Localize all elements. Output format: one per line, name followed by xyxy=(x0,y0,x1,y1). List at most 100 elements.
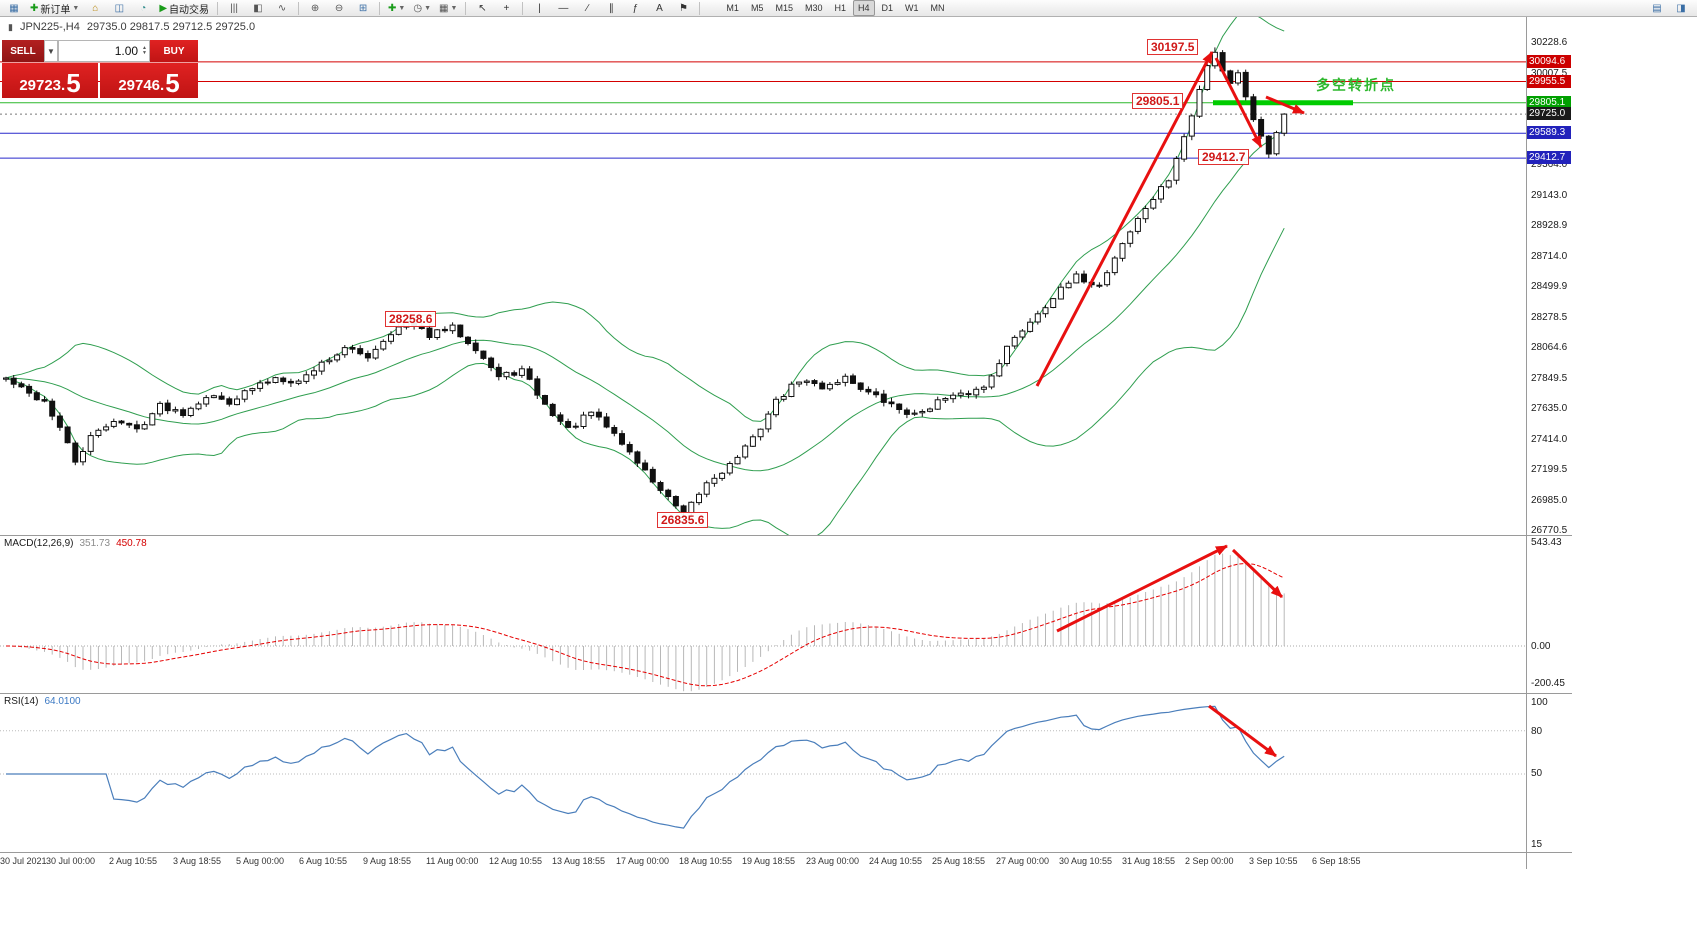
timeframe-m5[interactable]: M5 xyxy=(750,3,764,13)
main-chart[interactable] xyxy=(0,17,1526,535)
trend-arrow[interactable] xyxy=(1231,548,1284,599)
price-tick: 28278.5 xyxy=(1531,312,1568,323)
toolbar-separator xyxy=(465,1,467,15)
sell-button[interactable]: SELL xyxy=(2,40,44,62)
channel-icon[interactable]: ∥ xyxy=(600,0,622,17)
chart-list-icon[interactable]: ▤ xyxy=(1652,2,1662,14)
panel-separator[interactable] xyxy=(0,693,1572,694)
arrows-icon: ⚑ xyxy=(678,2,688,14)
layouts-icon[interactable]: ◫ xyxy=(108,0,130,17)
macd-panel[interactable] xyxy=(0,536,1526,693)
timeframe-h1[interactable]: H1 xyxy=(834,3,846,13)
market-watch-icon[interactable]: ⌂ xyxy=(84,0,106,17)
periods-button[interactable]: ◷ ▼ xyxy=(413,2,432,14)
turning-point-note: 多空转折点 xyxy=(1316,77,1396,93)
history-center-icon: ◔ xyxy=(140,2,147,14)
history-center-icon[interactable]: ◔ xyxy=(132,0,154,17)
timeframe-m30[interactable]: M30 xyxy=(804,3,823,13)
rsi-panel[interactable] xyxy=(0,694,1526,852)
volume-input[interactable]: 1.00 ▲ ▼ xyxy=(58,40,150,62)
channel-icon: ∥ xyxy=(608,2,614,14)
crosshair-icon: + xyxy=(503,2,510,14)
chart-window-icon[interactable]: ▦ xyxy=(3,0,25,17)
price-badge: 29725.0 xyxy=(1527,107,1571,120)
toolbar-separator xyxy=(699,1,701,15)
bar-chart-icon[interactable]: ||| xyxy=(223,0,245,17)
indicators-button[interactable]: ✚ ▼ xyxy=(388,2,406,14)
time-label: 6 Aug 10:55 xyxy=(299,856,348,866)
trend-arrow[interactable] xyxy=(1214,57,1263,148)
volume-spinner[interactable]: ▲ ▼ xyxy=(142,45,147,56)
price-annotation: 28258.6 xyxy=(385,311,437,327)
price-annotation: 26835.6 xyxy=(657,512,709,528)
price-annotation: 29805.1 xyxy=(1132,93,1184,109)
time-label: 13 Aug 18:55 xyxy=(552,856,606,866)
trendline-icon[interactable]: ∕ xyxy=(576,0,598,17)
bollinger-upper-band xyxy=(5,17,1285,422)
zoom-in-icon[interactable]: ⊕ xyxy=(304,0,326,17)
candlestick-chart-icon[interactable]: ◧ xyxy=(247,0,269,17)
new-order-button[interactable]: ✚ 新订单 ▼ xyxy=(30,2,80,16)
templates-button[interactable]: ▦ ▼ xyxy=(439,2,458,14)
sell-price[interactable]: 29723. 5 xyxy=(2,63,98,98)
templates-button: ▦ xyxy=(439,2,449,14)
price-tick: 30007.5 xyxy=(1531,68,1568,79)
trend-arrow[interactable] xyxy=(1208,704,1277,758)
trend-arrow[interactable] xyxy=(1035,51,1214,387)
time-label: 6 Sep 18:55 xyxy=(1312,856,1361,866)
buy-price[interactable]: 29746. 5 xyxy=(100,63,198,98)
timeframe-w1[interactable]: W1 xyxy=(905,3,919,13)
indicator-scale-tick: 80 xyxy=(1531,726,1543,737)
vertical-line-icon[interactable]: | xyxy=(528,0,550,17)
time-label: 17 Aug 00:00 xyxy=(616,856,670,866)
layouts-icon: ◫ xyxy=(114,2,125,14)
indicator-scale-tick: 543.43 xyxy=(1531,537,1562,548)
timeframe-d1[interactable]: D1 xyxy=(881,3,894,13)
timeframe-m15[interactable]: M15 xyxy=(775,3,793,13)
fibonacci-icon[interactable]: ƒ xyxy=(624,0,646,17)
text-icon[interactable]: A xyxy=(648,0,670,17)
cursor-icon: ↖ xyxy=(478,2,487,14)
cursor-icon[interactable]: ↖ xyxy=(471,0,493,17)
bar-chart-icon: ||| xyxy=(230,2,238,14)
zoom-out-icon: ⊖ xyxy=(334,2,344,14)
tile-windows-icon: ⊞ xyxy=(358,2,368,14)
fibonacci-icon: ƒ xyxy=(632,2,639,14)
trend-arrow[interactable] xyxy=(1265,95,1305,115)
time-label: 18 Aug 10:55 xyxy=(679,856,733,866)
line-chart-icon[interactable]: ∿ xyxy=(271,0,293,17)
arrows-icon[interactable]: ⚑ xyxy=(672,0,694,17)
timeframe-mn[interactable]: MN xyxy=(930,3,945,13)
price-tick: 28928.9 xyxy=(1531,220,1568,231)
periods-button: ◷ xyxy=(413,2,423,14)
tile-windows-icon[interactable]: ⊞ xyxy=(352,0,374,17)
workspace-icon[interactable]: ◨ xyxy=(1676,2,1686,14)
toolbar-separator xyxy=(217,1,219,15)
horizontal-line-icon[interactable]: ― xyxy=(552,0,574,17)
crosshair-icon[interactable]: + xyxy=(495,0,517,17)
price-tick: 26770.5 xyxy=(1531,525,1568,536)
timeframe-h4[interactable]: H4 xyxy=(853,0,875,16)
time-label: 30 Jul 00:00 xyxy=(46,856,96,866)
buy-button[interactable]: BUY xyxy=(150,40,198,62)
time-label: 25 Aug 18:55 xyxy=(932,856,986,866)
panel-separator[interactable] xyxy=(0,535,1572,536)
time-label: 31 Aug 18:55 xyxy=(1122,856,1176,866)
time-label: 23 Aug 00:00 xyxy=(806,856,860,866)
price-tick: 27635.0 xyxy=(1531,403,1568,414)
bollinger-lower-band xyxy=(5,227,1285,535)
chart-header: ▮ JPN225-,H4 29735.0 29817.5 29712.5 297… xyxy=(8,21,255,33)
time-label: 30 Aug 10:55 xyxy=(1059,856,1113,866)
one-click-trading-panel: SELL ▼ 1.00 ▲ ▼ BUY 29723. 5 29746. 5 xyxy=(2,40,198,98)
chart-window-icon: ▦ xyxy=(9,2,19,14)
order-type-dropdown[interactable]: ▼ xyxy=(44,40,58,62)
price-badge: 29589.3 xyxy=(1527,126,1571,139)
timeframe-m1[interactable]: M1 xyxy=(726,3,739,13)
autotrading-button[interactable]: ▶ 自动交易 xyxy=(159,2,210,16)
trend-arrow[interactable] xyxy=(1056,544,1228,633)
time-label: 9 Aug 18:55 xyxy=(363,856,412,866)
zoom-out-icon[interactable]: ⊖ xyxy=(328,0,350,17)
new-order-button: ✚ xyxy=(30,2,39,14)
price-tick: 28714.0 xyxy=(1531,251,1568,262)
